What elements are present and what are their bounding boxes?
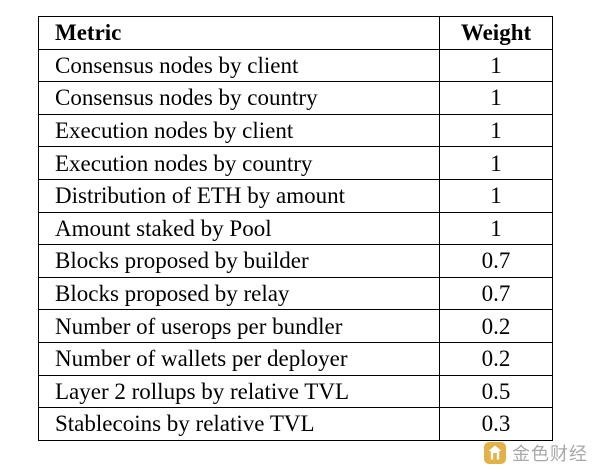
metric-cell: Consensus nodes by country: [38, 81, 440, 115]
metric-cell: Blocks proposed by builder: [38, 244, 440, 278]
metric-cell: Execution nodes by country: [38, 146, 440, 180]
metrics-weight-table: Metric Weight Consensus nodes by client …: [38, 16, 553, 441]
metric-cell: Stablecoins by relative TVL: [38, 407, 440, 441]
metric-cell: Execution nodes by client: [38, 113, 440, 148]
metrics-table-container: Metric Weight Consensus nodes by client …: [38, 16, 553, 441]
weight-cell: 1: [439, 178, 553, 213]
weight-cell: 1: [439, 146, 553, 180]
table-row: Consensus nodes by client 1: [38, 48, 553, 83]
table-row: Execution nodes by client 1: [38, 113, 553, 148]
golden-finance-logo-icon: [484, 442, 506, 464]
metric-cell: Number of userops per bundler: [38, 309, 440, 343]
table-row: Blocks proposed by builder 0.7: [38, 244, 553, 278]
metric-cell: Consensus nodes by client: [38, 48, 440, 83]
metric-cell: Layer 2 rollups by relative TVL: [38, 374, 440, 409]
table-row: Execution nodes by country 1: [38, 146, 553, 180]
table-row: Layer 2 rollups by relative TVL 0.5: [38, 374, 553, 409]
table-header-row: Metric Weight: [38, 16, 553, 50]
metric-cell: Blocks proposed by relay: [38, 276, 440, 311]
metric-cell: Number of wallets per deployer: [38, 341, 440, 376]
table-row: Blocks proposed by relay 0.7: [38, 276, 553, 311]
watermark-text: 金色财经: [512, 444, 588, 465]
table-row: Amount staked by Pool 1: [38, 211, 553, 246]
table-row: Consensus nodes by country 1: [38, 81, 553, 115]
header-weight: Weight: [439, 16, 553, 50]
table-row: Number of userops per bundler 0.2: [38, 309, 553, 343]
table-row: Number of wallets per deployer 0.2: [38, 341, 553, 376]
weight-cell: 1: [439, 211, 553, 246]
weight-cell: 0.2: [439, 309, 553, 343]
table-row: Stablecoins by relative TVL 0.3: [38, 407, 553, 441]
weight-cell: 1: [439, 48, 553, 83]
weight-cell: 1: [439, 113, 553, 148]
metric-cell: Amount staked by Pool: [38, 211, 440, 246]
weight-cell: 1: [439, 81, 553, 115]
weight-cell: 0.2: [439, 341, 553, 376]
weight-cell: 0.5: [439, 374, 553, 409]
metric-cell: Distribution of ETH by amount: [38, 178, 440, 213]
table-row: Distribution of ETH by amount 1: [38, 178, 553, 213]
watermark: 金色财经: [483, 440, 588, 466]
weight-cell: 0.7: [439, 276, 553, 311]
header-metric: Metric: [38, 16, 440, 50]
weight-cell: 0.7: [439, 244, 553, 278]
weight-cell: 0.3: [439, 407, 553, 441]
